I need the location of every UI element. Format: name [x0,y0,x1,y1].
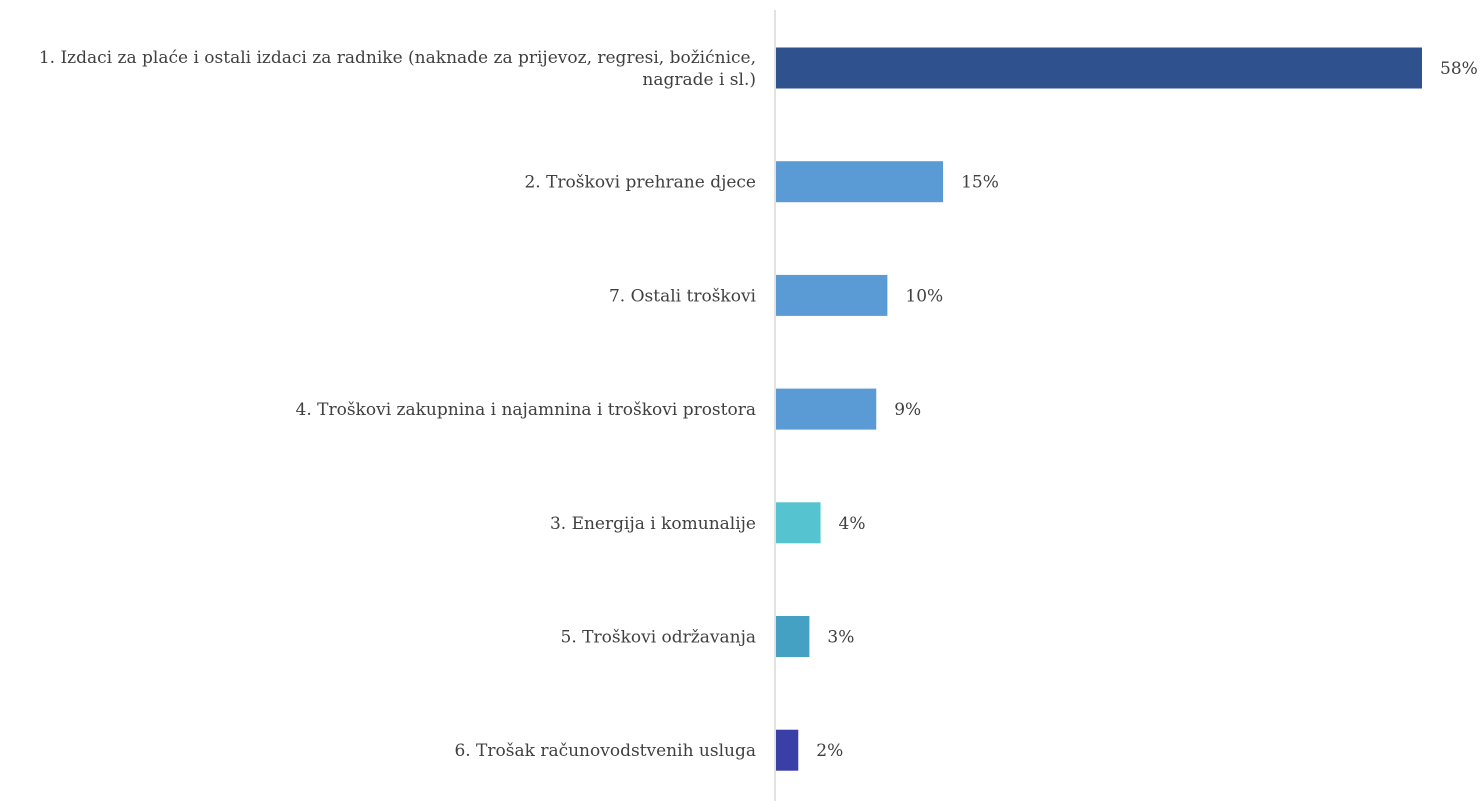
category-label: 2. Troškovi prehrane djece [524,173,756,193]
data-label: 10% [905,286,943,306]
category-label: 1. Izdaci za plaće i ostali izdaci za ra… [39,48,756,68]
bar [776,388,877,430]
bars-group [776,47,1422,771]
category-labels-group: 1. Izdaci za plaće i ostali izdaci za ra… [39,48,757,761]
bar [776,47,1422,89]
bar [776,729,799,771]
category-label: 6. Trošak računovodstvenih usluga [454,741,756,761]
category-label: nagrade i sl.) [642,70,756,90]
data-label: 9% [894,400,921,420]
bar [776,502,821,544]
data-label: 3% [827,628,854,648]
category-label: 4. Troškovi zakupnina i najamnina i troš… [296,400,757,420]
value-labels-group: 58% 15% 10% 9% 4% 3% 2% [816,59,1478,761]
category-label: 3. Energija i komunalije [550,514,756,534]
data-label: 58% [1440,59,1478,79]
category-label: 5. Troškovi održavanja [561,628,756,648]
bar [776,161,944,203]
bar [776,616,810,657]
category-label: 7. Ostali troškovi [609,286,757,306]
bar [776,274,888,316]
data-label: 4% [839,514,866,534]
data-label: 2% [816,741,843,761]
data-label: 15% [961,173,999,193]
